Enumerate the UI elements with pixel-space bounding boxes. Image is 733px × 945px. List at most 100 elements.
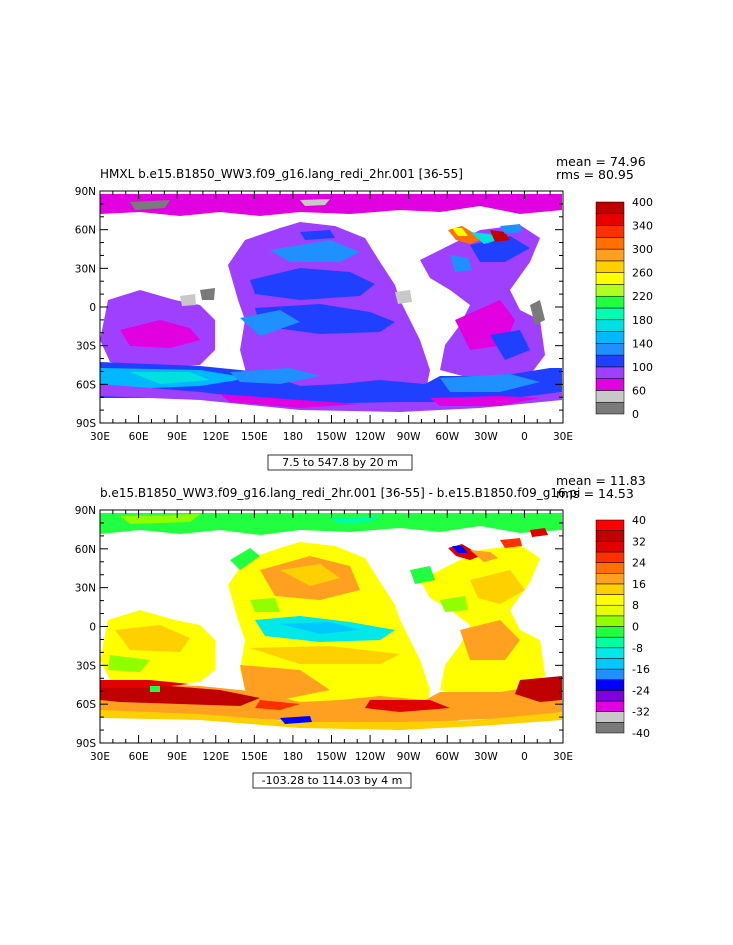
lon-label: 60W: [435, 751, 459, 763]
colorbar-swatch: [595, 626, 625, 638]
colorbar-swatch: [595, 295, 625, 309]
colorbar-label: 140: [632, 337, 653, 350]
panel-1-colorbar: [595, 201, 625, 415]
lon-label: 180: [283, 751, 303, 763]
lat-label: 30N: [75, 263, 96, 275]
panel-2-mean: mean = 11.83: [556, 473, 646, 488]
colorbar-swatch: [595, 225, 625, 238]
colorbar-label: -32: [632, 706, 650, 719]
colorbar-swatch: [595, 583, 625, 595]
lon-label: 30E: [553, 751, 573, 763]
colorbar-label: 400: [632, 196, 653, 209]
lon-label: 180: [283, 431, 303, 443]
lon-label: 120E: [202, 751, 229, 763]
colorbar-swatch: [595, 551, 625, 563]
panel-2-colorbar-labels: 40 32 24 16 8 0 -8 -16 -24 -32 -40: [632, 514, 650, 740]
colorbar-label: 16: [632, 578, 646, 591]
lon-label: 150E: [241, 431, 268, 443]
colorbar-swatch: [595, 679, 625, 691]
lat-label: 0: [89, 302, 96, 314]
colorbar-swatch: [595, 401, 625, 415]
colorbar-swatch: [595, 354, 625, 368]
lat-label: 30S: [76, 341, 96, 353]
lon-label: 30E: [553, 431, 573, 443]
lon-label: 30W: [474, 431, 498, 443]
colorbar-swatch: [595, 690, 625, 702]
colorbar-swatch: [595, 541, 625, 553]
colorbar-label: -16: [632, 663, 650, 676]
panel-2-map: [100, 510, 563, 743]
lat-label: 0: [89, 622, 96, 634]
colorbar-swatch: [595, 390, 625, 403]
panel-2-title: b.e15.B1850_WW3.f09_g16.lang_redi_2hr.00…: [100, 486, 580, 500]
panel-2-arctic-ocean: [100, 513, 562, 535]
lat-label: 30N: [75, 583, 96, 595]
panel-1: HMXL b.e15.B1850_WW3.f09_g16.lang_redi_2…: [75, 154, 653, 471]
panel-2-lon-labels: 30E 60E 90E 120E 150E 180 150W 120W 90W 60W 30W 0 30…: [90, 751, 573, 763]
colorbar-swatch: [595, 237, 625, 250]
panel-2: b.e15.B1850_WW3.f09_g16.lang_redi_2hr.00…: [75, 473, 650, 789]
panel-2-range-box: [252, 772, 412, 789]
colorbar-swatch: [595, 248, 625, 262]
panel-1-map: [100, 191, 563, 423]
colorbar-swatch: [595, 573, 625, 585]
colorbar-label: 60: [632, 384, 646, 397]
panel-1-lon-labels: 30E 60E 90E 120E 150E 180 150W 120W 90W 60W 30W 0 30…: [90, 431, 573, 443]
lat-label: 90S: [76, 418, 96, 430]
colorbar-label: 40: [632, 514, 646, 527]
colorbar-label: 260: [632, 267, 653, 280]
lon-label: 0: [521, 751, 528, 763]
panel-2-colorbar: [595, 519, 625, 734]
colorbar-swatch: [595, 711, 625, 723]
colorbar-swatch: [595, 272, 625, 285]
panel-2-range-label: -103.28 to 114.03 by 4 m: [262, 774, 403, 787]
lon-label: 60W: [435, 431, 459, 443]
panel-2-rms: rms = 14.53: [556, 486, 634, 501]
lon-label: 0: [521, 431, 528, 443]
lon-label: 120E: [202, 431, 229, 443]
colorbar-swatch: [595, 700, 625, 712]
lat-label: 60N: [75, 544, 96, 556]
colorbar-label: 8: [632, 599, 639, 612]
panel-1-rms: rms = 80.95: [556, 167, 634, 182]
colorbar-swatch: [595, 594, 625, 606]
colorbar-swatch: [595, 647, 625, 659]
colorbar-swatch: [595, 343, 625, 356]
panel-1-lat-labels: 90N 60N 30N 0 30S 60S 90S: [75, 186, 97, 430]
colorbar-swatch: [595, 562, 625, 574]
colorbar-label: 340: [632, 220, 653, 233]
colorbar-swatch: [595, 213, 625, 226]
lon-label: 150E: [241, 751, 268, 763]
colorbar-label: -40: [632, 727, 650, 740]
colorbar-swatch: [595, 307, 625, 321]
lat-label: 60S: [76, 379, 96, 391]
lon-label: 30E: [90, 751, 110, 763]
panel-1-colorbar-labels: 400 340 300 260 220 180 140 100 60 0: [632, 196, 653, 421]
colorbar-label: 0: [632, 621, 639, 634]
lat-label: 60N: [75, 225, 96, 237]
colorbar-label: 100: [632, 361, 653, 374]
panel-1-mean: mean = 74.96: [556, 154, 646, 169]
lon-label: 60E: [129, 431, 149, 443]
lon-label: 30E: [90, 431, 110, 443]
colorbar-label: 220: [632, 290, 653, 303]
lon-label: 90E: [167, 751, 187, 763]
colorbar-swatch: [595, 201, 625, 215]
colorbar-swatch: [595, 604, 625, 617]
colorbar-swatch: [595, 668, 625, 680]
lat-label: 90N: [75, 505, 96, 517]
colorbar-swatch: [595, 615, 625, 627]
colorbar-swatch: [595, 722, 625, 734]
colorbar-label: 32: [632, 535, 646, 548]
colorbar-swatch: [595, 658, 625, 670]
colorbar-swatch: [595, 331, 625, 344]
lat-label: 30S: [76, 660, 96, 672]
lon-label: 60E: [129, 751, 149, 763]
lat-label: 90N: [75, 186, 96, 198]
panel-2-ticks: [99, 509, 564, 744]
colorbar-swatch: [595, 378, 625, 391]
colorbar-swatch: [595, 519, 625, 531]
panel-1-ticks: [99, 190, 564, 424]
lon-label: 150W: [316, 431, 347, 443]
